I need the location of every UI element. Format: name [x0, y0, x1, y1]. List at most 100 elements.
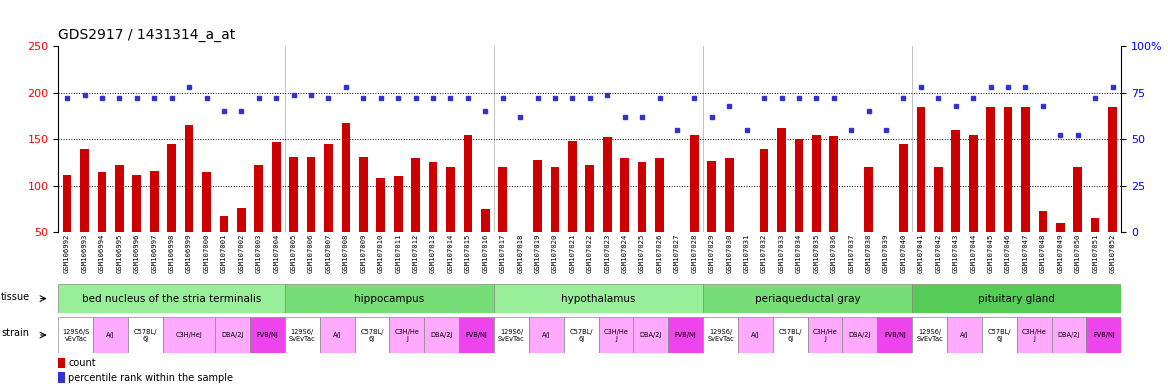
Text: GSM107039: GSM107039 [883, 233, 889, 273]
Text: GSM107038: GSM107038 [865, 233, 871, 273]
Text: GSM107049: GSM107049 [1057, 233, 1063, 273]
Text: C3H/He
J: C3H/He J [395, 329, 419, 341]
Text: 129S6/
SvEvTac: 129S6/ SvEvTac [707, 329, 734, 341]
Text: tissue: tissue [1, 292, 30, 302]
Bar [738, 317, 773, 353]
Bar [812, 134, 821, 279]
Text: percentile rank within the sample: percentile rank within the sample [68, 372, 234, 383]
Text: C57BL/
6J: C57BL/ 6J [134, 329, 158, 341]
Bar [58, 284, 285, 313]
Bar [93, 317, 128, 353]
Text: GSM107048: GSM107048 [1040, 233, 1045, 273]
Text: GSM107015: GSM107015 [465, 233, 471, 273]
Text: GSM107008: GSM107008 [343, 233, 349, 273]
Bar [568, 141, 577, 279]
Bar [620, 158, 630, 279]
Text: GSM107052: GSM107052 [1110, 233, 1115, 273]
Bar [464, 134, 472, 279]
Bar [359, 157, 368, 279]
Bar [1003, 107, 1013, 279]
Text: bed nucleus of the stria terminalis: bed nucleus of the stria terminalis [82, 293, 262, 304]
Text: C3H/He
J: C3H/He J [1022, 329, 1047, 341]
Text: GSM107026: GSM107026 [656, 233, 662, 273]
Bar [98, 172, 106, 279]
Bar [598, 317, 633, 353]
Text: FVB/NJ: FVB/NJ [257, 332, 278, 338]
Text: DBA/2J: DBA/2J [222, 332, 244, 338]
Text: GSM107047: GSM107047 [1022, 233, 1029, 273]
Bar [708, 161, 716, 279]
Text: GSM106992: GSM106992 [64, 233, 70, 273]
Text: GSM107035: GSM107035 [813, 233, 820, 273]
Bar [499, 167, 507, 279]
Text: 129S6/
SvEvTac: 129S6/ SvEvTac [498, 329, 524, 341]
Bar [446, 167, 454, 279]
Bar [164, 317, 215, 353]
Text: DBA/2J: DBA/2J [1058, 332, 1080, 338]
Text: GSM107007: GSM107007 [326, 233, 332, 273]
Bar [564, 317, 598, 353]
Bar [1108, 107, 1117, 279]
Bar [1038, 211, 1048, 279]
Text: GSM107033: GSM107033 [779, 233, 785, 273]
Bar [255, 165, 263, 279]
Bar [842, 317, 877, 353]
Text: C3H/HeJ: C3H/HeJ [175, 332, 202, 338]
Text: GSM106999: GSM106999 [186, 233, 192, 273]
Bar [603, 137, 612, 279]
Text: GSM107051: GSM107051 [1092, 233, 1098, 273]
Text: periaqueductal gray: periaqueductal gray [755, 293, 861, 304]
Text: GSM107027: GSM107027 [674, 233, 680, 273]
Text: GSM107019: GSM107019 [535, 233, 541, 273]
Bar [459, 317, 494, 353]
Bar [759, 149, 769, 279]
Text: hypothalamus: hypothalamus [562, 293, 635, 304]
Bar [389, 317, 424, 353]
Bar [376, 178, 385, 279]
Bar [220, 215, 228, 279]
Text: 129S6/
SvEvTac: 129S6/ SvEvTac [288, 329, 315, 341]
Text: FVB/NJ: FVB/NJ [466, 332, 487, 338]
Bar [81, 149, 89, 279]
Bar [952, 130, 960, 279]
Text: GSM106994: GSM106994 [99, 233, 105, 273]
Text: GSM107032: GSM107032 [762, 233, 767, 273]
Text: GSM107001: GSM107001 [221, 233, 227, 273]
Bar [128, 317, 164, 353]
Text: GSM107025: GSM107025 [639, 233, 645, 273]
Bar [285, 284, 494, 313]
Bar [394, 177, 403, 279]
Text: GSM107022: GSM107022 [586, 233, 593, 273]
Text: A/J: A/J [542, 332, 550, 338]
Text: GSM106995: GSM106995 [117, 233, 123, 273]
Bar [237, 208, 245, 279]
Text: GSM107000: GSM107000 [203, 233, 209, 273]
Bar [481, 209, 489, 279]
Bar [494, 317, 529, 353]
Bar [114, 165, 124, 279]
Text: GDS2917 / 1431314_a_at: GDS2917 / 1431314_a_at [58, 28, 236, 42]
Text: GSM107044: GSM107044 [971, 233, 976, 273]
Bar [690, 134, 698, 279]
Bar [58, 358, 65, 368]
Text: GSM107009: GSM107009 [360, 233, 367, 273]
Bar [773, 317, 807, 353]
Text: GSM107031: GSM107031 [744, 233, 750, 273]
Bar [58, 372, 65, 382]
Text: GSM107034: GSM107034 [795, 233, 802, 273]
Text: GSM107030: GSM107030 [726, 233, 732, 273]
Bar [807, 317, 842, 353]
Text: GSM107021: GSM107021 [570, 233, 576, 273]
Text: GSM107002: GSM107002 [238, 233, 244, 273]
Bar [424, 317, 459, 353]
Text: GSM107003: GSM107003 [256, 233, 262, 273]
Bar [494, 284, 703, 313]
Text: 129S6/S
vEvTac: 129S6/S vEvTac [62, 329, 90, 341]
Bar [185, 125, 194, 279]
Bar [912, 284, 1121, 313]
Bar [250, 317, 285, 353]
Bar [1073, 167, 1082, 279]
Text: GSM107016: GSM107016 [482, 233, 488, 273]
Text: A/J: A/J [333, 332, 341, 338]
Bar [1021, 107, 1030, 279]
